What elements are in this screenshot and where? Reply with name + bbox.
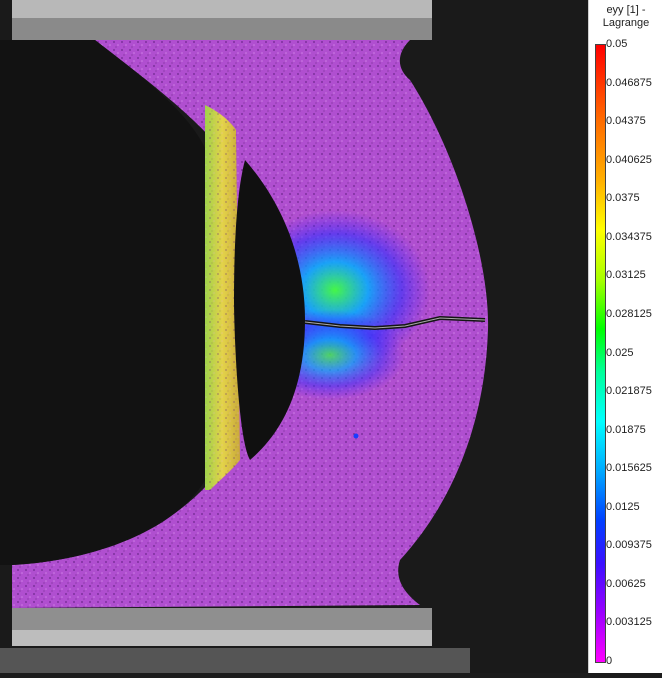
legend-tick-label: 0.028125 [606, 307, 652, 320]
legend-tick-label: 0.040625 [606, 153, 652, 166]
fixture-base [0, 648, 470, 673]
legend-tick-label: 0.0125 [606, 500, 640, 513]
legend-tick-label: 0.03125 [606, 269, 646, 282]
legend-tick-label: 0.05 [606, 38, 628, 50]
strain-legend: eyy [1] - Lagrange 0.05 0.046875 0.04375 0.… [588, 0, 662, 673]
legend-tick-label: 0.01875 [606, 423, 646, 436]
defect-spot [353, 433, 359, 439]
legend-title-line1: eyy [1] - [606, 4, 646, 16]
legend-tick-label: 0.009375 [606, 539, 652, 552]
legend-tick-label: 0.0375 [606, 192, 640, 205]
left-cutout [0, 40, 210, 565]
colorbar [595, 44, 606, 663]
legend-tick-label: 0.00625 [606, 577, 646, 590]
legend-title-line2: Lagrange [602, 17, 650, 29]
legend-tick-label: 0 [606, 655, 613, 667]
legend-title: eyy [1] - Lagrange [589, 4, 662, 30]
legend-tick-label: 0.003125 [606, 616, 652, 629]
legend-tick-label: 0.034375 [606, 230, 652, 243]
specimen-scene [0, 0, 489, 673]
legend-tick-label: 0.046875 [606, 76, 652, 89]
legend-tick-label: 0.04375 [606, 115, 646, 128]
inner-hole [234, 160, 305, 460]
legend-tick-label: 0.021875 [606, 385, 652, 398]
legend-tick-label: 0.025 [606, 346, 634, 359]
legend-tick-label: 0.015625 [606, 462, 652, 475]
